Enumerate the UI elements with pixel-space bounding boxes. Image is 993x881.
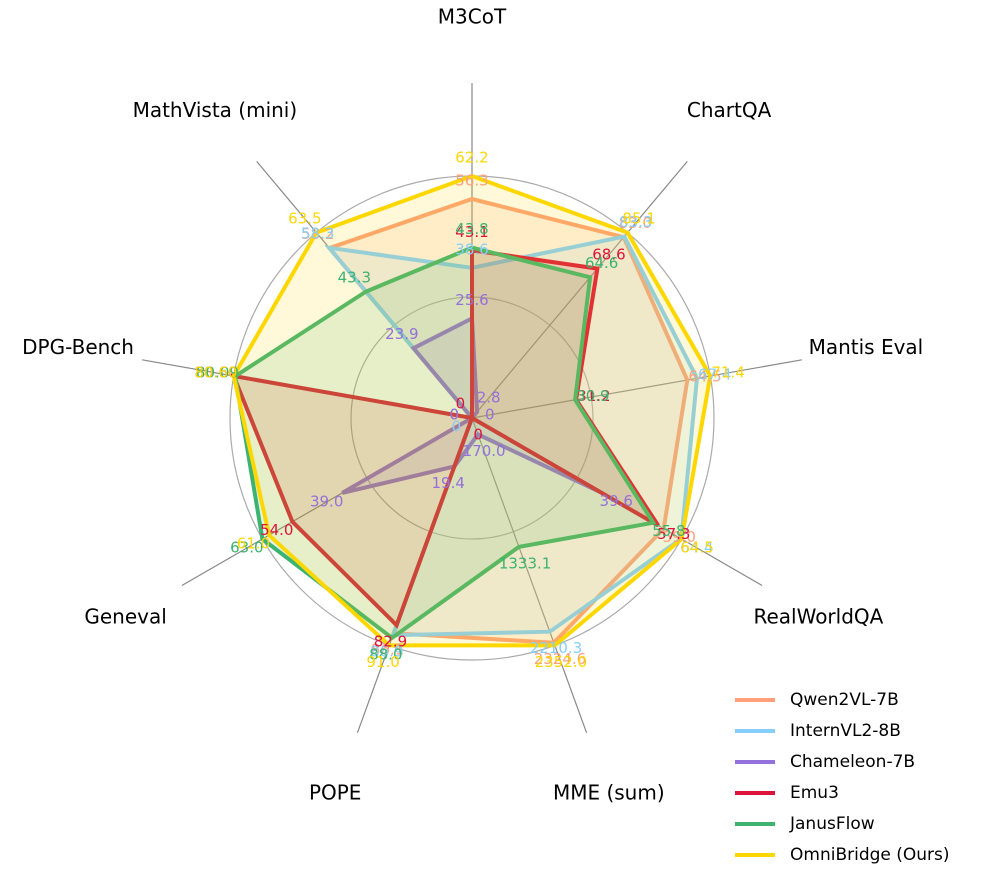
legend-label: InternVL2-8B (790, 721, 901, 741)
axis-label: Geneval (84, 605, 166, 629)
axis-label: RealWorldQA (753, 605, 883, 629)
value-label: 83.3 (619, 213, 652, 231)
value-label: 63.5 (288, 209, 321, 227)
value-label: 86.1 (371, 641, 404, 659)
value-label: 0 (485, 405, 495, 423)
series-area (233, 250, 659, 626)
value-label: 80.60 (194, 363, 237, 381)
value-label: 25.6 (455, 291, 488, 309)
series-line (231, 173, 713, 648)
value-label: 71.4 (711, 363, 744, 381)
value-label: 19.4 (431, 474, 464, 492)
value-label: 2352.0 (535, 653, 588, 671)
value-label: 38.6 (455, 240, 488, 258)
value-label: 0 (473, 425, 483, 443)
axis-line (471, 359, 803, 419)
value-label: 83.0 (619, 214, 652, 232)
legend-label: JanusFlow (789, 814, 875, 834)
value-label: 62.2 (455, 149, 488, 167)
value-label: 57.3 (657, 525, 690, 543)
value-label: 31.2 (577, 387, 610, 405)
axis-label: Mantis Eval (809, 335, 924, 359)
axis-line (471, 417, 588, 734)
value-label: 91.0 (366, 653, 399, 671)
value-label: 2.8 (477, 389, 501, 407)
value-label: 0 (452, 418, 462, 436)
value-label: 58.2 (301, 225, 334, 243)
value-label: 64.5 (680, 539, 713, 557)
value-label: 23.9 (385, 325, 418, 343)
legend-label: Emu3 (790, 783, 839, 803)
value-label: 61.0 (237, 535, 270, 553)
series-area (329, 236, 697, 636)
value-label: 63.0 (230, 539, 263, 557)
value-label: 0 (450, 405, 460, 423)
axis-label: M3CoT (438, 5, 507, 29)
series-line (324, 234, 700, 638)
legend-label: Qwen2VL-7B (790, 690, 899, 710)
axis-label: MME (sum) (553, 780, 665, 804)
value-label: 54.0 (260, 521, 293, 539)
value-label: 85.1 (622, 209, 655, 227)
value-label: 86.9 (370, 643, 403, 661)
value-label: 64.4 (680, 538, 713, 556)
value-label: 39.6 (600, 492, 633, 510)
axis-label: ChartQA (687, 98, 772, 122)
value-label: 43.8 (455, 220, 488, 238)
value-label: 0 (450, 405, 460, 423)
series-line (341, 315, 602, 495)
series-area (233, 176, 711, 646)
axis-line (471, 160, 688, 419)
axis-label: MathVista (mini) (133, 98, 298, 122)
series-line (233, 245, 657, 641)
value-label: 2210.3 (530, 639, 583, 657)
value-label: 82.9 (374, 633, 407, 651)
value-label: 43.1 (455, 223, 488, 241)
value-label: 30.9 (576, 387, 609, 405)
axis-label: POPE (309, 780, 362, 804)
value-label: 68.6 (592, 245, 625, 263)
value-label: 58.3 (301, 225, 334, 243)
value-label: 39.0 (310, 492, 343, 510)
value-label: 80.09 (196, 364, 239, 382)
legend-label: OmniBridge (Ours) (790, 845, 950, 865)
value-label: 80.60 (194, 363, 237, 381)
value-label: 64.5 (688, 367, 721, 385)
value-label: 59.0 (663, 528, 696, 546)
value-label: 0 (452, 418, 462, 436)
series-line (230, 247, 660, 629)
axis-label: DPG-Bench (22, 335, 134, 359)
legend-label: Chameleon-7B (790, 752, 915, 772)
value-label: 0 (456, 395, 466, 413)
value-label: 64.6 (585, 254, 618, 272)
value-label: 88.0 (369, 645, 402, 663)
value-label: 2324.6 (534, 650, 587, 668)
value-label: 1333.1 (499, 554, 552, 572)
value-label: 43.3 (338, 268, 371, 286)
value-label: 67.4 (698, 366, 731, 384)
value-label: 170.0 (463, 442, 506, 460)
value-label: 55.8 (652, 522, 685, 540)
value-label: 0 (450, 405, 460, 423)
value-label: 56.3 (455, 171, 488, 189)
